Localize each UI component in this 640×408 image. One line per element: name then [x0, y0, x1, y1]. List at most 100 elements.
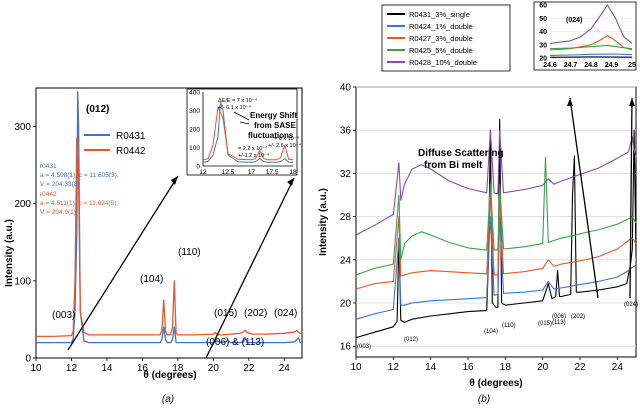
- inset-a-annotation-104-1: = 2.2 x 10⁻⁴: [238, 145, 268, 152]
- panel-b-series-r0431-3-single: [355, 118, 637, 339]
- b-peak-003: (003): [357, 344, 371, 350]
- panel-b-series-r0424-1-double: [355, 216, 637, 320]
- inset-b-series-r0424-1-double: [549, 53, 633, 56]
- peak-label-003: (003): [52, 310, 75, 321]
- inset-b-ytick-label: 30: [539, 42, 547, 49]
- b-zoom-arrowhead-left: [567, 98, 573, 106]
- panel-b-ytick-label: 40: [340, 83, 352, 94]
- panel-b-peak-labels: (003) (012) (104) (110) (015) (006) (113…: [357, 302, 638, 350]
- inset-b-series-r0428-10-double: [549, 4, 633, 44]
- panel-b-xlabel: θ (degrees): [469, 378, 522, 389]
- b-peak-006: (006): [552, 314, 566, 320]
- panel-a-peak-labels: (012) (003) (104) (110) (015) (202) (024…: [52, 104, 297, 348]
- inset-a-ytick-label: 400: [189, 90, 200, 97]
- panel-a-xtick-label: 12: [66, 363, 78, 374]
- panel-b-series-r0428-10-double: [355, 129, 637, 236]
- panel-a-fit-params: r0431 a = 4.508(1), c = 11.605(3), V = 2…: [40, 163, 119, 216]
- fit-r0431-line1: a = 4.508(1), c = 11.605(3),: [40, 172, 119, 179]
- legend-label-r0442: R0442: [116, 146, 146, 157]
- peak-label-104: (104): [140, 274, 163, 285]
- b-zoom-arrowhead-right: [629, 98, 635, 106]
- panel-b-xtick-label: 24: [612, 362, 624, 373]
- shift-pointer-1: [233, 111, 250, 121]
- panel-b-ytick-label: 36: [340, 126, 352, 137]
- inset-a-ytick-label: 300: [189, 108, 200, 115]
- fit-r0442-line1: a = 4.511(1), c = 11.624(5),: [40, 200, 118, 207]
- zoom-arrow-right: [205, 177, 295, 359]
- panel-a-series-r0431: [36, 91, 302, 344]
- peak-label-110: (110): [178, 247, 201, 258]
- legend-b-label: R0431_3%_single: [409, 10, 470, 19]
- panel-b-xtick-label: 12: [388, 362, 400, 373]
- inset-a-series-r0431: [202, 101, 293, 163]
- panel-b-ytick-label: 28: [340, 212, 352, 223]
- b-peak-104: (104): [484, 329, 498, 335]
- inset-a-xtick-label: 12.5: [222, 169, 235, 176]
- inset-b-xtick-label: 24.6: [543, 62, 557, 69]
- inset-b-xtick-label: 25: [628, 62, 636, 69]
- panel-b-legend: R0431_3%_single R0424_1%_double R0427_3%_d…: [381, 4, 511, 72]
- legend-label-r0431: R0431: [116, 131, 146, 142]
- panel-a-xtick-label: 14: [101, 363, 113, 374]
- b-peak-110: (110): [502, 323, 516, 329]
- panel-b-xtick-label: 20: [537, 362, 549, 373]
- panel-a-inset: 12 12.5 17 17.5 18 0 100 200 300 400 ΔE/E = 7 x 1…: [186, 88, 302, 176]
- peak-label-012: (012): [86, 104, 109, 115]
- legend-b-label: R0427_3%_double: [409, 34, 473, 43]
- zoom-arrowhead-right: [287, 178, 294, 186]
- inset-b-xtick-label: 24.7: [564, 62, 578, 69]
- panel-a-series-r0442: [36, 137, 303, 338]
- inset-a-xtick-label: 17.5: [266, 169, 279, 176]
- panel-b-caption: (b): [478, 394, 490, 405]
- inset-a-xtick-label: 18: [289, 169, 297, 176]
- inset-a-annotation-main-2: +/- 6.1 x 10⁻⁴: [218, 104, 252, 111]
- inset-a-frame: [186, 88, 298, 176]
- panel-a-xtick-label: 22: [243, 363, 255, 374]
- inset-b-ytick-label: 40: [539, 29, 547, 36]
- fit-r0431-label: r0431: [40, 163, 57, 170]
- legend-b-label: R0425_5%_double: [409, 46, 473, 55]
- fit-r0442-label: r0442: [40, 191, 57, 198]
- panel-b-xtick-label: 16: [462, 362, 474, 373]
- panel-b-xtick-label: 18: [500, 362, 512, 373]
- annotation-diffuse-2: from Bi melt: [424, 160, 483, 171]
- b-peak-113: (113): [552, 320, 566, 326]
- panel-a-xtick-label: 18: [172, 363, 184, 374]
- b-zoom-arrow-left: [569, 97, 599, 299]
- fit-r0442-line2: V = 204.9(1): [40, 209, 76, 216]
- panel-b-inset: 24.6 24.7 24.8 24.9 25 20 30 40 50 60 (024): [533, 1, 637, 71]
- inset-a-annotation-104-2: +/-1.2 x 10⁻⁴: [238, 152, 270, 159]
- inset-b-frame: [533, 1, 637, 71]
- inset-b-series-r0425-5-double: [549, 44, 633, 50]
- panel-a-xtick-label: 16: [137, 363, 149, 374]
- panel-b-series-r0425-5-double: [355, 156, 637, 276]
- b-peak-202: (202): [571, 314, 585, 320]
- inset-a-annotation-shift-2: from SASE: [254, 121, 296, 130]
- inset-a-xtick-label: 17: [248, 169, 256, 176]
- inset-b-ytick-label: 20: [539, 56, 547, 63]
- inset-b-peak-label: (024): [566, 17, 582, 24]
- zoom-arrowhead-left: [171, 176, 178, 185]
- peak-label-202: (202): [244, 308, 267, 319]
- shift-pointer-2: [239, 121, 250, 125]
- inset-a-ytick-label: 200: [189, 127, 200, 134]
- inset-a-annotation-shift-3: fluctuations: [248, 131, 294, 140]
- panel-a-xtick-label: 20: [208, 363, 220, 374]
- panel-a-ytick-label: 100: [14, 276, 31, 287]
- peak-label-015: (015): [214, 308, 237, 319]
- panel-b-xtick-label: 14: [425, 362, 437, 373]
- inset-a-annotation-main-1: ΔE/E = 7 x 10⁻⁴: [218, 97, 258, 104]
- annotation-diffuse-1: Diffuse Scattering: [418, 148, 504, 159]
- panel-b-ytick-label: 16: [340, 342, 352, 353]
- inset-b-ytick-label: 50: [539, 16, 547, 23]
- inset-a-xtick-label: 12: [199, 169, 207, 176]
- panel-a-ytick-label: 300: [14, 122, 31, 133]
- b-zoom-arrow-right: [629, 97, 633, 299]
- panel-b-xtick-label: 22: [574, 362, 586, 373]
- panel-b-xtick-label: 10: [350, 362, 362, 373]
- b-peak-012: (012): [404, 337, 418, 343]
- panel-a-ytick-label: 200: [14, 199, 31, 210]
- panel-a: 10 12 14 16 18 20 22 24 0 100 200 300 Intensity (a…: [4, 87, 303, 405]
- panel-a-caption: (a): [162, 394, 174, 405]
- b-peak-015: (015): [538, 321, 552, 327]
